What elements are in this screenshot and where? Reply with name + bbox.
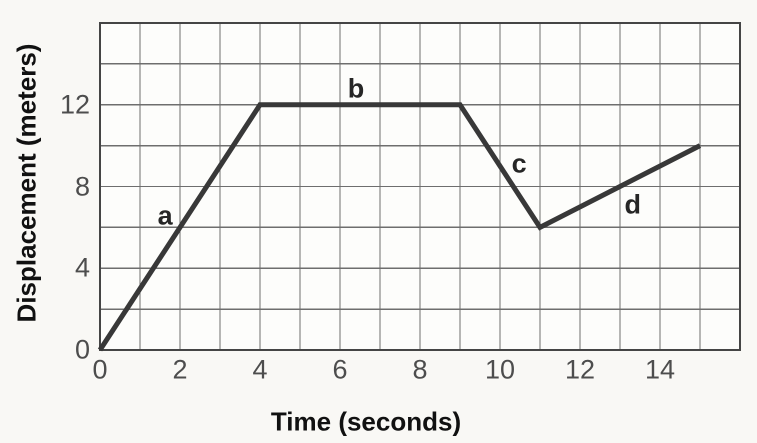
x-tick-label-4: 4 [252, 354, 268, 385]
y-tick-label-8: 8 [74, 171, 90, 201]
y-tick-label-12: 12 [59, 89, 90, 120]
y-tick-label-4: 4 [74, 252, 90, 283]
x-tick-label-14: 14 [644, 354, 676, 385]
x-tick-label-12: 12 [564, 354, 596, 385]
x-tick-label-8: 8 [412, 354, 428, 385]
x-tick-label-6: 6 [332, 354, 348, 385]
y-axis-title: Displacement (meters) [11, 43, 42, 323]
segment-label-c: c [511, 148, 527, 179]
segment-label-d: d [624, 189, 642, 220]
plot-border [99, 22, 741, 351]
segment-label-a: a [157, 200, 173, 231]
y-tick-label-0: 0 [74, 334, 90, 365]
x-tick-label-10: 10 [484, 354, 516, 385]
x-axis-title: Time (seconds) [270, 406, 462, 437]
series-displacement [97, 102, 702, 352]
x-tick-label-0: 0 [92, 354, 108, 385]
segment-label-b: b [347, 73, 365, 104]
x-tick-label-2: 2 [172, 354, 188, 385]
